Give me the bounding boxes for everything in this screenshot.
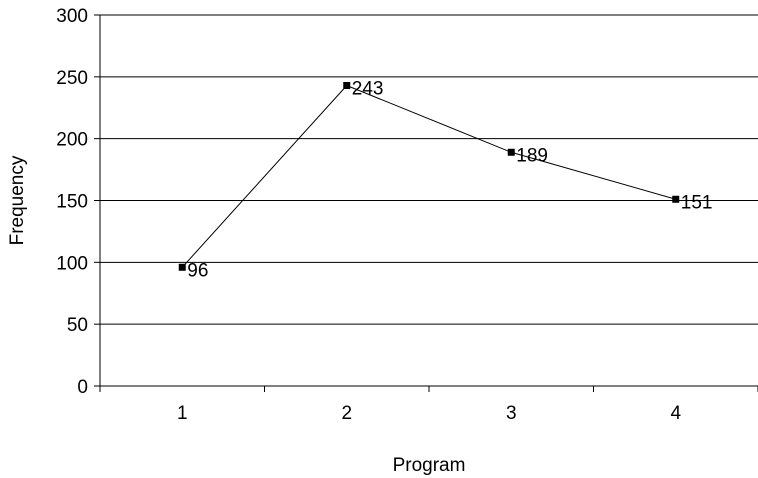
data-label: 189: [516, 145, 548, 166]
data-point-marker: [672, 195, 680, 203]
data-label: 151: [681, 192, 713, 213]
y-axis-title: Frequency: [7, 155, 28, 245]
y-tick-label: 200: [56, 130, 88, 151]
series-group: 96 243 189 151: [178, 78, 713, 281]
y-tick-label: 150: [56, 192, 88, 213]
data-point-marker: [343, 81, 351, 89]
series-line: [181, 84, 676, 268]
data-label: 243: [352, 78, 384, 99]
y-tick-label: 100: [56, 253, 88, 274]
y-axis-ticks: 0 50 100 150 200 250 300: [56, 6, 100, 398]
y-tick-label: 50: [67, 315, 88, 336]
x-tick-label: 3: [506, 403, 517, 424]
x-axis-ticks: 1 2 3 4: [99, 386, 758, 424]
x-tick-label: 4: [670, 403, 681, 424]
x-tick-label: 1: [177, 403, 188, 424]
y-tick-label: 0: [77, 377, 88, 398]
data-point-marker: [178, 263, 186, 271]
gridlines: [100, 14, 758, 325]
y-tick-label: 250: [56, 68, 88, 89]
x-axis-title: Program: [393, 455, 466, 476]
x-tick-label: 2: [341, 403, 352, 424]
data-label: 96: [187, 260, 208, 281]
data-point-marker: [507, 148, 515, 156]
y-tick-label: 300: [56, 6, 88, 27]
